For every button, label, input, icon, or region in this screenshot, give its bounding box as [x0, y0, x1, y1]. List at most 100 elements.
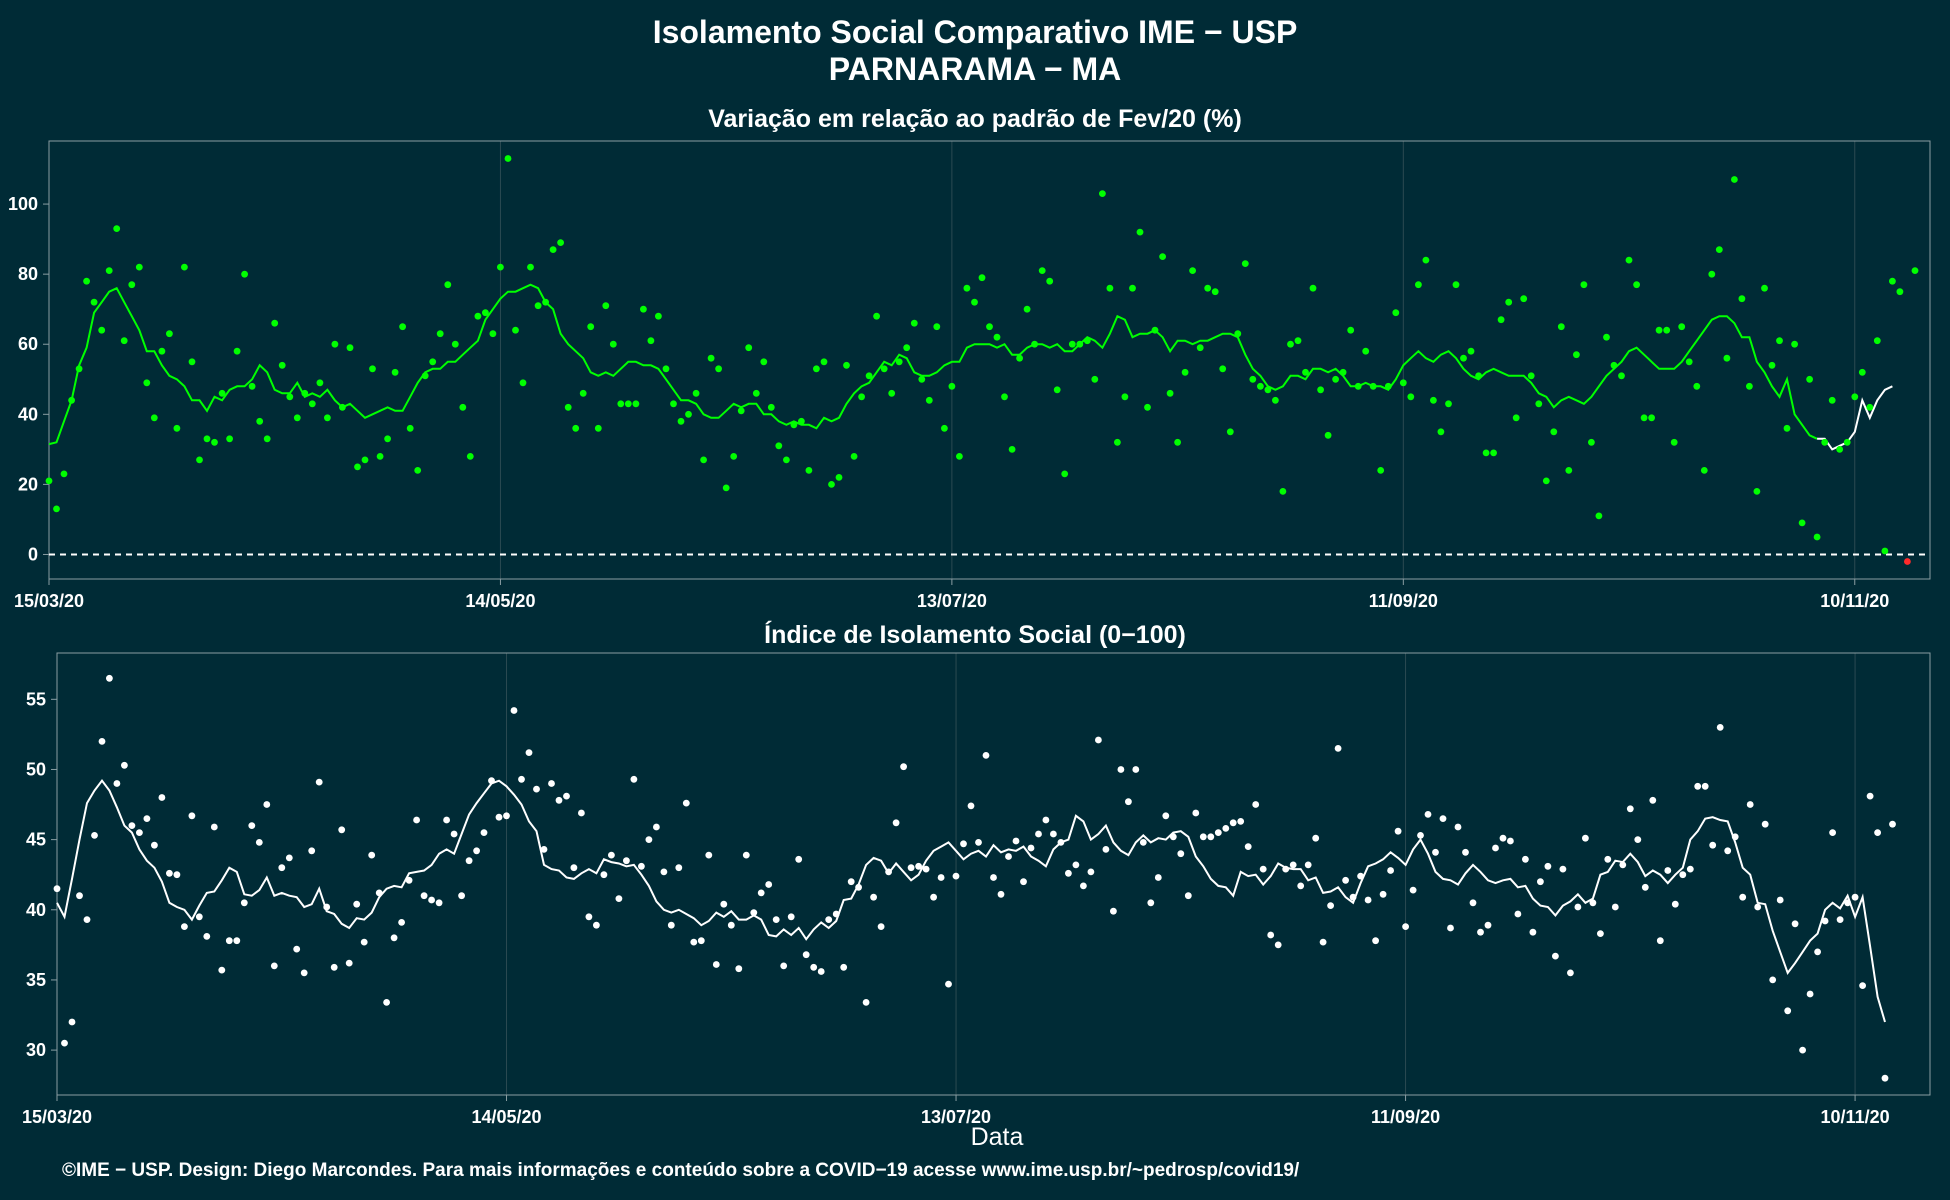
data-point — [1896, 288, 1904, 296]
data-point — [578, 809, 585, 817]
data-point — [1582, 834, 1589, 842]
data-point — [315, 778, 323, 786]
data-point — [443, 816, 450, 824]
data-point — [593, 921, 600, 929]
data-point — [1686, 865, 1694, 873]
data-point — [1693, 382, 1701, 390]
data-point — [1392, 309, 1400, 317]
data-point — [918, 375, 926, 383]
data-point — [1685, 358, 1693, 366]
data-point — [1204, 284, 1212, 292]
data-point — [1492, 844, 1499, 852]
data-point — [892, 819, 900, 827]
data-point — [1490, 449, 1497, 457]
data-point — [255, 839, 263, 846]
data-point — [1061, 470, 1069, 478]
data-point — [75, 365, 83, 373]
x-tick-label: 10/11/20 — [1820, 591, 1889, 611]
data-point — [1117, 766, 1125, 773]
data-point — [715, 365, 722, 373]
data-point — [760, 358, 768, 366]
data-point — [1462, 848, 1469, 856]
data-point — [1349, 893, 1357, 901]
data-point — [1618, 372, 1625, 380]
panel-frame — [48, 140, 1931, 580]
data-point — [527, 263, 534, 271]
data-point — [1447, 924, 1454, 932]
data-point — [752, 389, 760, 397]
data-point — [1595, 512, 1603, 520]
data-point — [436, 330, 444, 338]
data-point — [399, 323, 406, 331]
data-point — [1529, 928, 1537, 936]
bottom-trend-line — [56, 779, 1886, 1023]
data-point — [1407, 393, 1415, 401]
data-point — [263, 435, 271, 443]
data-point — [1151, 326, 1159, 334]
data-point — [1597, 930, 1604, 937]
data-point — [855, 883, 862, 891]
data-point — [1114, 438, 1121, 446]
data-point — [1309, 284, 1317, 292]
data-point — [570, 864, 578, 872]
data-point — [398, 919, 405, 926]
data-point — [1357, 872, 1364, 880]
data-point — [1297, 882, 1305, 890]
data-point — [712, 961, 720, 968]
data-point — [780, 962, 788, 970]
data-point — [1080, 882, 1087, 890]
data-point — [248, 822, 256, 829]
data-point — [915, 862, 922, 870]
data-point — [1738, 295, 1746, 303]
data-point — [1332, 375, 1339, 383]
data-point — [945, 980, 952, 988]
data-point — [971, 298, 978, 306]
data-point — [617, 400, 625, 408]
data-point — [128, 822, 136, 829]
data-point — [677, 417, 685, 425]
data-point — [196, 456, 203, 464]
data-point — [1005, 853, 1012, 860]
data-point — [405, 876, 413, 884]
data-point — [1121, 393, 1129, 401]
data-point — [1452, 281, 1460, 289]
data-point — [1783, 424, 1791, 432]
y-tick-label: 30 — [26, 1040, 46, 1060]
data-point — [1469, 899, 1477, 907]
data-point — [1753, 488, 1761, 495]
data-point — [480, 829, 488, 836]
data-point — [1776, 337, 1783, 345]
data-point — [895, 358, 903, 366]
data-point — [1589, 899, 1597, 907]
data-point — [323, 903, 331, 911]
data-point — [1046, 277, 1054, 285]
data-point — [1574, 903, 1582, 911]
data-point — [667, 921, 675, 929]
data-point — [1552, 952, 1559, 960]
data-point — [1527, 372, 1535, 380]
data-point — [1881, 547, 1889, 555]
data-point — [1264, 386, 1272, 394]
data-point — [354, 463, 361, 471]
data-point — [967, 802, 975, 810]
data-point — [937, 874, 945, 881]
data-point — [376, 453, 384, 460]
data-point — [1027, 844, 1035, 852]
data-point — [375, 889, 383, 897]
y-tick-label: 40 — [26, 900, 46, 920]
panel-frame — [56, 652, 1931, 1096]
y-tick-label: 45 — [26, 830, 46, 850]
data-point — [1136, 228, 1144, 236]
data-point — [181, 923, 188, 930]
data-point — [1874, 829, 1881, 836]
top-panel-title: Variação em relação ao padrão de Fev/20 … — [708, 105, 1242, 133]
data-point — [1708, 270, 1716, 278]
data-point — [534, 302, 542, 310]
data-point — [1754, 903, 1762, 911]
data-point — [798, 417, 805, 425]
data-point — [880, 365, 888, 373]
data-point — [444, 281, 452, 289]
data-point — [1761, 820, 1769, 828]
data-point — [1125, 798, 1132, 806]
data-point — [730, 453, 738, 460]
